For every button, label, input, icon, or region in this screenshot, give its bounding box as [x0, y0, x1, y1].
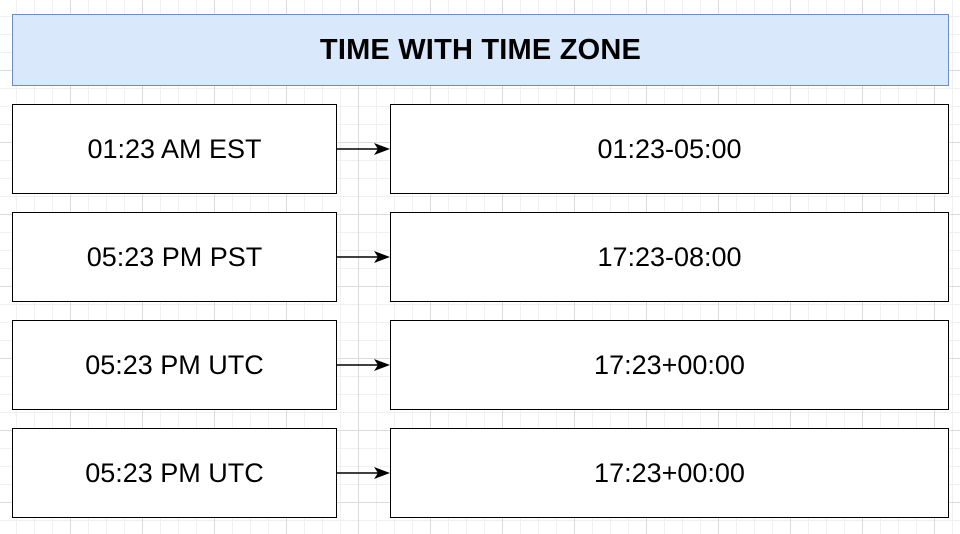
output-time-box-3: 17:23+00:00: [390, 320, 949, 410]
output-time-box-4: 17:23+00:00: [390, 428, 949, 518]
output-time-box-1: 01:23-05:00: [390, 104, 949, 194]
input-time-box-2: 05:23 PM PST: [12, 212, 337, 302]
arrow-head-3: [374, 359, 390, 371]
diagram-title: TIME WITH TIME ZONE: [12, 14, 949, 86]
output-time-box-2: 17:23-08:00: [390, 212, 949, 302]
input-time-box-3: 05:23 PM UTC: [12, 320, 337, 410]
arrow-head-2: [374, 251, 390, 263]
arrow-head-4: [374, 467, 390, 479]
arrow-head-1: [374, 143, 390, 155]
input-time-box-4: 05:23 PM UTC: [12, 428, 337, 518]
input-time-box-1: 01:23 AM EST: [12, 104, 337, 194]
